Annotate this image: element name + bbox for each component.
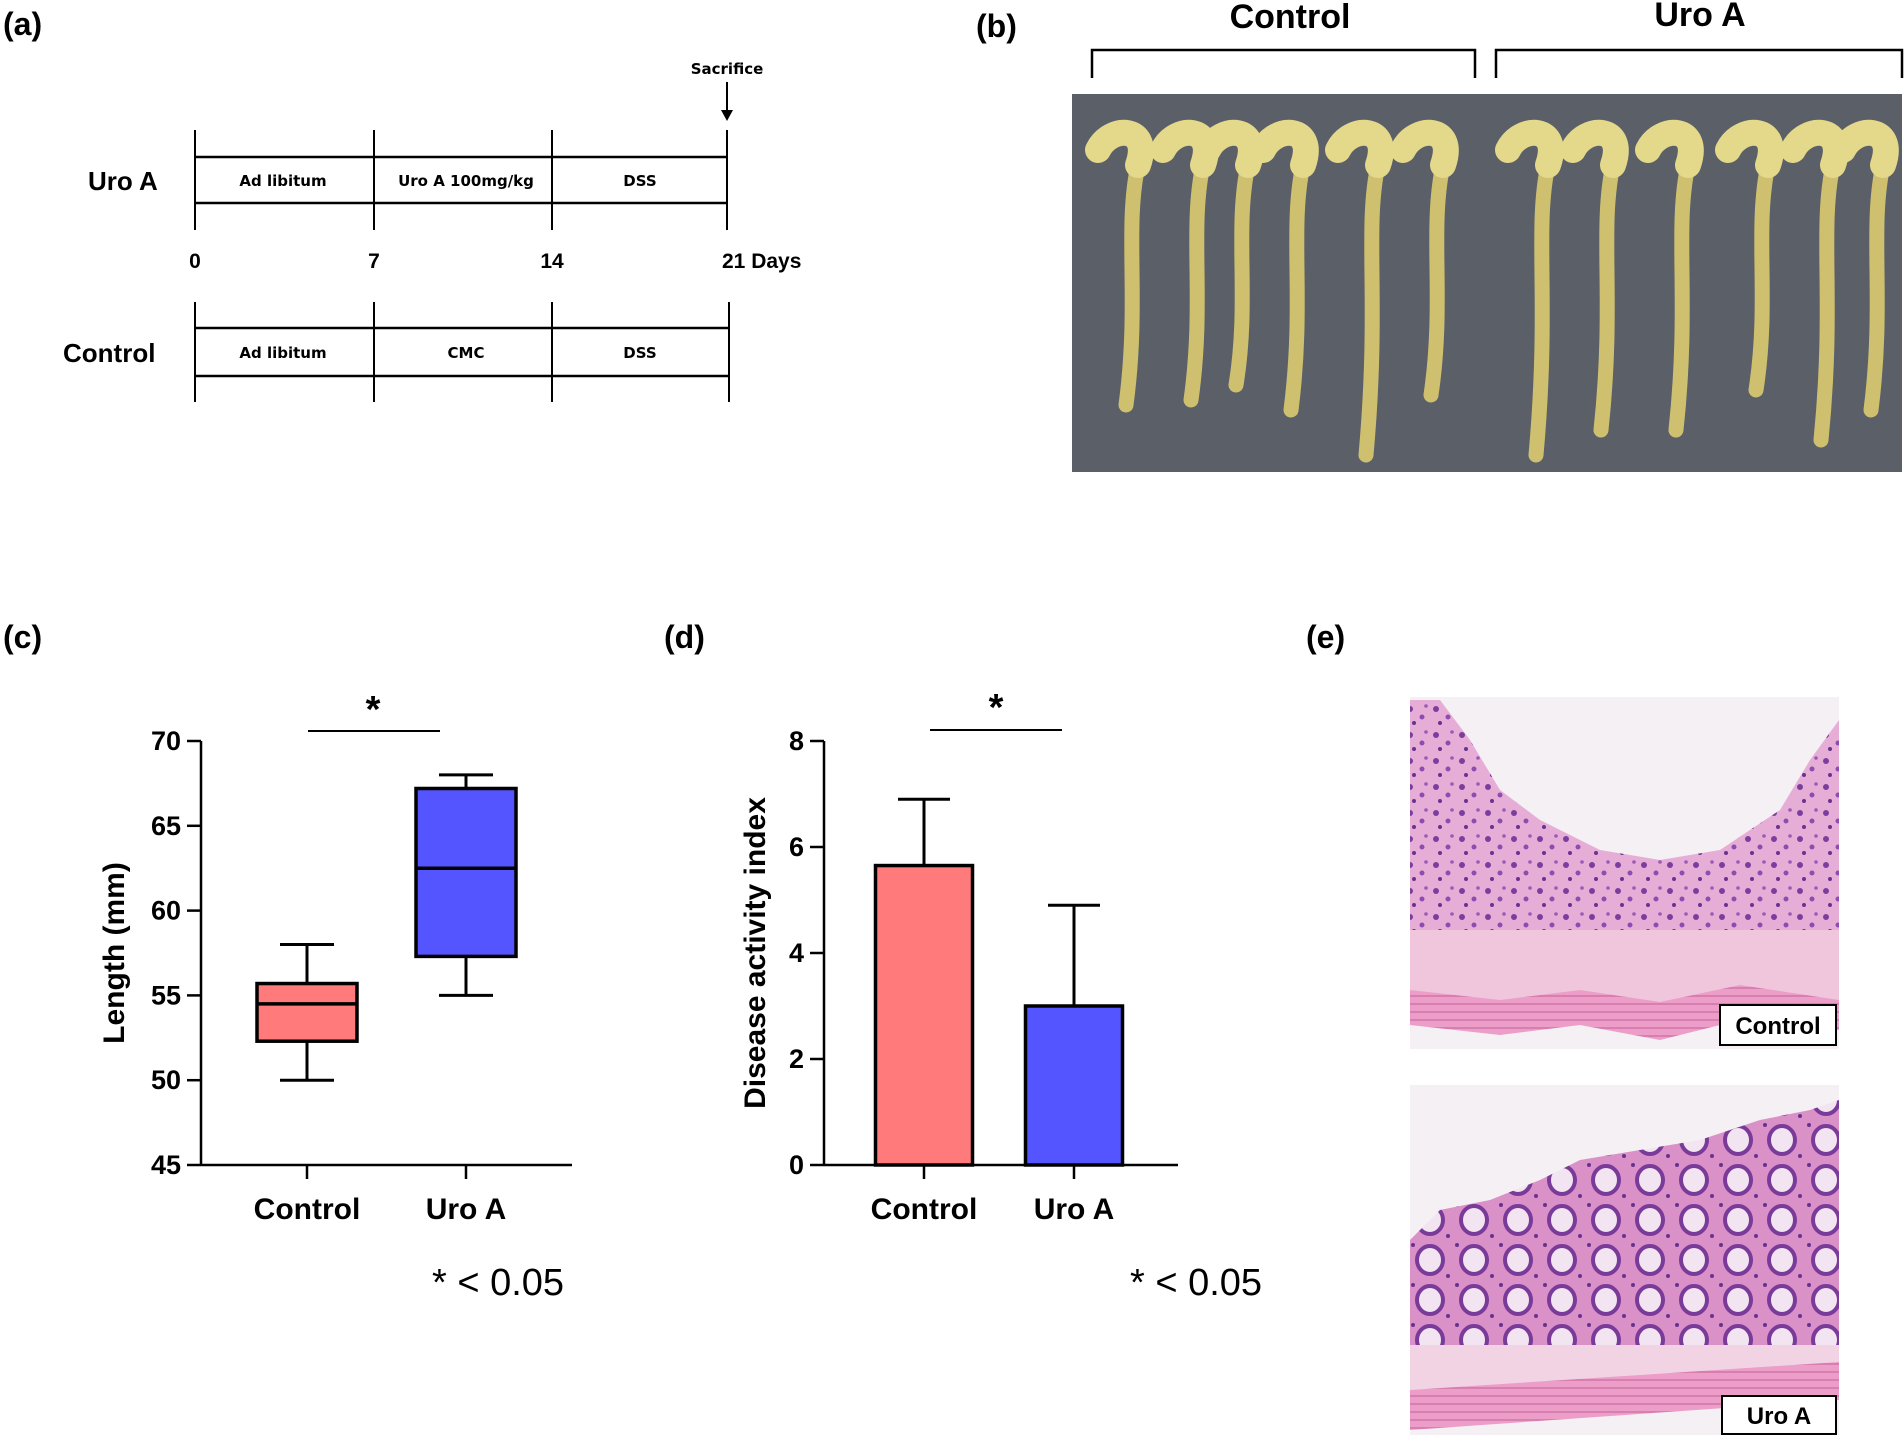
- colon-cecum: [1325, 119, 1394, 178]
- day-tick-14: 14: [540, 250, 564, 273]
- timeline-group-uro: Uro A: [88, 166, 158, 196]
- control-phase-1: Ad libitum: [239, 344, 326, 362]
- y-tick-label: 45: [151, 1150, 181, 1180]
- y-tick-label: 70: [151, 726, 181, 756]
- colon-photo: [1072, 94, 1902, 472]
- timeline-diagram: Sacrifice Uro A Ad libitum Uro A 100mg/k…: [63, 60, 801, 402]
- colon-cecum: [1715, 119, 1784, 178]
- histology-uro-mucosa: [1410, 1100, 1839, 1345]
- uro-phase-2: Uro A 100mg/kg: [398, 172, 534, 190]
- histology-control-muscle: [1410, 985, 1839, 1040]
- y-tick-label: 6: [789, 832, 804, 862]
- y-tick-label: 4: [789, 938, 804, 968]
- box-uro-a: [414, 786, 518, 959]
- colon-cecum: [1830, 119, 1899, 178]
- histology-control: Control: [1410, 697, 1839, 1049]
- y-tick-label: 2: [789, 1044, 804, 1074]
- y-axis-label: Length (mm): [98, 862, 131, 1044]
- control-bracket: [1090, 48, 1477, 78]
- pvalue-note-c: * < 0.05: [432, 1262, 564, 1304]
- panel-label-d: (d): [664, 619, 705, 655]
- colon-cecum: [1635, 119, 1704, 178]
- y-tick-label: 65: [151, 811, 181, 841]
- significance-star: *: [366, 689, 381, 731]
- x-tick-label: Uro A: [1034, 1193, 1115, 1226]
- x-tick-label: Control: [871, 1193, 978, 1226]
- control-phase-3: DSS: [623, 344, 656, 362]
- uro-phase-3: DSS: [623, 172, 656, 190]
- colon-cecum: [1195, 119, 1264, 178]
- bar-control: [873, 863, 975, 1167]
- colon-cecum: [1250, 119, 1319, 178]
- sacrifice-label: Sacrifice: [691, 60, 764, 78]
- histology-uro-label: Uro A: [1747, 1403, 1811, 1430]
- sacrifice-arrowhead: [721, 110, 733, 121]
- y-tick-label: 60: [151, 896, 181, 926]
- day-tick-7: 7: [368, 250, 380, 273]
- bar-chart-dai: 0 2 4 6 8 Disease activity index Control Uro A *: [739, 687, 1178, 1226]
- histology-control-label-box: [1719, 1004, 1837, 1046]
- timeline-group-control: Control: [63, 338, 155, 368]
- y-tick-label: 8: [789, 726, 804, 756]
- colon-cecum: [1560, 119, 1629, 178]
- bar-uro-a: [1023, 1004, 1125, 1167]
- y-tick-label: 55: [151, 980, 181, 1010]
- colon-cecum: [1390, 119, 1459, 178]
- uro-phase-1: Ad libitum: [239, 172, 326, 190]
- panel-label-a: (a): [3, 6, 42, 42]
- x-tick-label: Uro A: [426, 1193, 507, 1226]
- box-plot-length: 45 50 55 60 65 70 Length (mm) Control Uro A *: [98, 689, 572, 1226]
- photo-label-control: Control: [1230, 0, 1351, 36]
- histology-uro-label-box: [1721, 1395, 1837, 1435]
- significance-star: *: [989, 687, 1004, 729]
- day-tick-0: 0: [189, 250, 201, 273]
- y-axis-label: Disease activity index: [739, 797, 772, 1109]
- x-tick-label: Control: [254, 1193, 361, 1226]
- histology-uro: Uro A: [1410, 1085, 1839, 1435]
- pvalue-note-d: * < 0.05: [1130, 1262, 1262, 1304]
- panel-label-b: (b): [976, 8, 1017, 44]
- colon-cecum: [1495, 119, 1564, 178]
- control-phase-2: CMC: [448, 344, 485, 362]
- histology-control-mucosa: [1410, 700, 1839, 930]
- histology-control-label: Control: [1735, 1013, 1820, 1040]
- photo-label-uro: Uro A: [1654, 0, 1745, 34]
- histology-uro-muscle: [1410, 1362, 1839, 1430]
- panel-label-c: (c): [3, 619, 42, 655]
- y-tick-label: 0: [789, 1150, 804, 1180]
- day-tick-21: 21 Days: [722, 250, 801, 273]
- box-control: [255, 981, 359, 1043]
- histology-uro-submucosa: [1410, 1345, 1839, 1390]
- uro-bracket: [1494, 48, 1904, 78]
- y-tick-label: 50: [151, 1065, 181, 1095]
- panel-label-e: (e): [1306, 619, 1345, 655]
- colon-cecum: [1085, 119, 1154, 178]
